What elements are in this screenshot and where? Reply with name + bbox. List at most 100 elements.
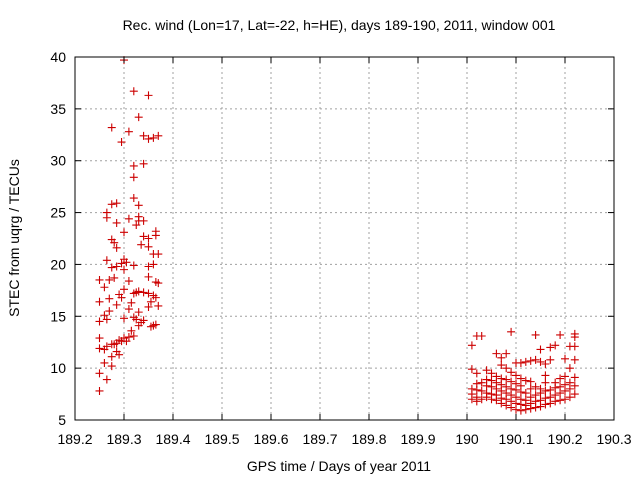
data-point bbox=[531, 382, 540, 391]
data-point bbox=[151, 293, 160, 302]
data-point bbox=[541, 359, 550, 368]
data-point bbox=[129, 261, 138, 270]
data-point bbox=[536, 396, 545, 405]
data-point bbox=[487, 376, 496, 385]
data-point bbox=[521, 396, 530, 405]
data-point bbox=[497, 361, 506, 370]
data-point bbox=[129, 161, 138, 170]
data-point bbox=[477, 331, 486, 340]
data-point bbox=[154, 279, 163, 288]
data-point bbox=[112, 262, 121, 271]
data-point bbox=[502, 364, 511, 373]
data-point bbox=[139, 216, 148, 225]
data-point bbox=[467, 390, 476, 399]
data-point bbox=[110, 273, 119, 282]
data-point bbox=[507, 377, 516, 386]
data-point bbox=[561, 380, 569, 389]
data-point bbox=[144, 302, 153, 311]
data-point bbox=[105, 294, 114, 303]
data-point bbox=[502, 349, 511, 358]
data-point bbox=[561, 354, 569, 363]
data-point bbox=[565, 378, 574, 387]
data-point bbox=[526, 356, 535, 365]
data-point bbox=[149, 260, 158, 269]
data-point bbox=[521, 389, 530, 398]
data-point bbox=[556, 374, 565, 383]
data-point bbox=[144, 91, 153, 100]
data-point bbox=[526, 393, 535, 402]
data-point bbox=[95, 334, 104, 343]
data-point bbox=[107, 263, 116, 272]
data-point bbox=[137, 240, 146, 249]
data-point bbox=[124, 127, 133, 136]
data-point bbox=[477, 395, 486, 404]
data-point bbox=[139, 131, 148, 140]
data-point bbox=[102, 342, 111, 351]
data-point bbox=[497, 374, 506, 383]
data-point bbox=[541, 371, 550, 380]
data-point bbox=[541, 378, 550, 387]
data-point bbox=[129, 173, 138, 182]
data-point bbox=[546, 385, 555, 394]
data-point bbox=[144, 242, 153, 251]
y-tick-label: 40 bbox=[50, 49, 66, 65]
data-point bbox=[154, 131, 163, 140]
data-point bbox=[512, 371, 520, 380]
data-point bbox=[112, 243, 121, 252]
y-tick-label: 30 bbox=[50, 153, 66, 169]
y-tick-label: 20 bbox=[50, 256, 66, 272]
data-point bbox=[144, 272, 153, 281]
data-point bbox=[516, 381, 525, 390]
data-point bbox=[565, 364, 574, 373]
data-point bbox=[154, 301, 163, 310]
y-tick-label: 25 bbox=[50, 205, 66, 221]
data-point bbox=[487, 390, 496, 399]
data-point bbox=[531, 330, 540, 339]
data-point bbox=[561, 372, 569, 381]
data-point bbox=[502, 382, 511, 391]
x-tick-label: 189.8 bbox=[351, 431, 386, 447]
data-point bbox=[107, 123, 116, 132]
data-point bbox=[134, 308, 143, 317]
data-point bbox=[477, 378, 486, 387]
data-point bbox=[541, 394, 550, 403]
data-point bbox=[570, 373, 579, 382]
data-point bbox=[115, 350, 124, 359]
data-point bbox=[521, 376, 530, 385]
data-point bbox=[120, 314, 128, 323]
data-point bbox=[95, 275, 104, 284]
x-tick-label: 190.2 bbox=[547, 431, 582, 447]
y-tick-label: 35 bbox=[50, 101, 66, 117]
data-point bbox=[105, 275, 114, 284]
data-point bbox=[516, 374, 525, 383]
data-point bbox=[139, 159, 148, 168]
data-point bbox=[526, 377, 535, 386]
data-point bbox=[132, 221, 141, 230]
x-tick-label: 190.3 bbox=[596, 431, 631, 447]
data-point bbox=[536, 384, 545, 393]
data-point bbox=[134, 212, 143, 221]
data-point bbox=[502, 375, 511, 384]
data-point bbox=[151, 227, 160, 236]
data-point bbox=[570, 381, 579, 390]
data-point bbox=[570, 329, 579, 338]
data-point bbox=[120, 228, 128, 237]
data-point bbox=[134, 201, 143, 210]
data-point bbox=[112, 300, 121, 309]
chart-title: Rec. wind (Lon=17, Lat=-22, h=HE), days … bbox=[123, 17, 556, 33]
data-point bbox=[124, 305, 133, 314]
data-point bbox=[551, 378, 560, 387]
data-point bbox=[507, 384, 516, 393]
data-point bbox=[144, 289, 153, 298]
data-point bbox=[561, 395, 569, 404]
data-point bbox=[100, 283, 109, 292]
data-point bbox=[531, 391, 540, 400]
y-tick-label: 10 bbox=[50, 360, 66, 376]
data-point bbox=[472, 369, 481, 378]
data-point bbox=[102, 208, 111, 217]
data-point bbox=[570, 342, 579, 351]
data-point bbox=[107, 352, 116, 361]
data-point bbox=[120, 265, 128, 274]
data-point bbox=[482, 366, 491, 375]
